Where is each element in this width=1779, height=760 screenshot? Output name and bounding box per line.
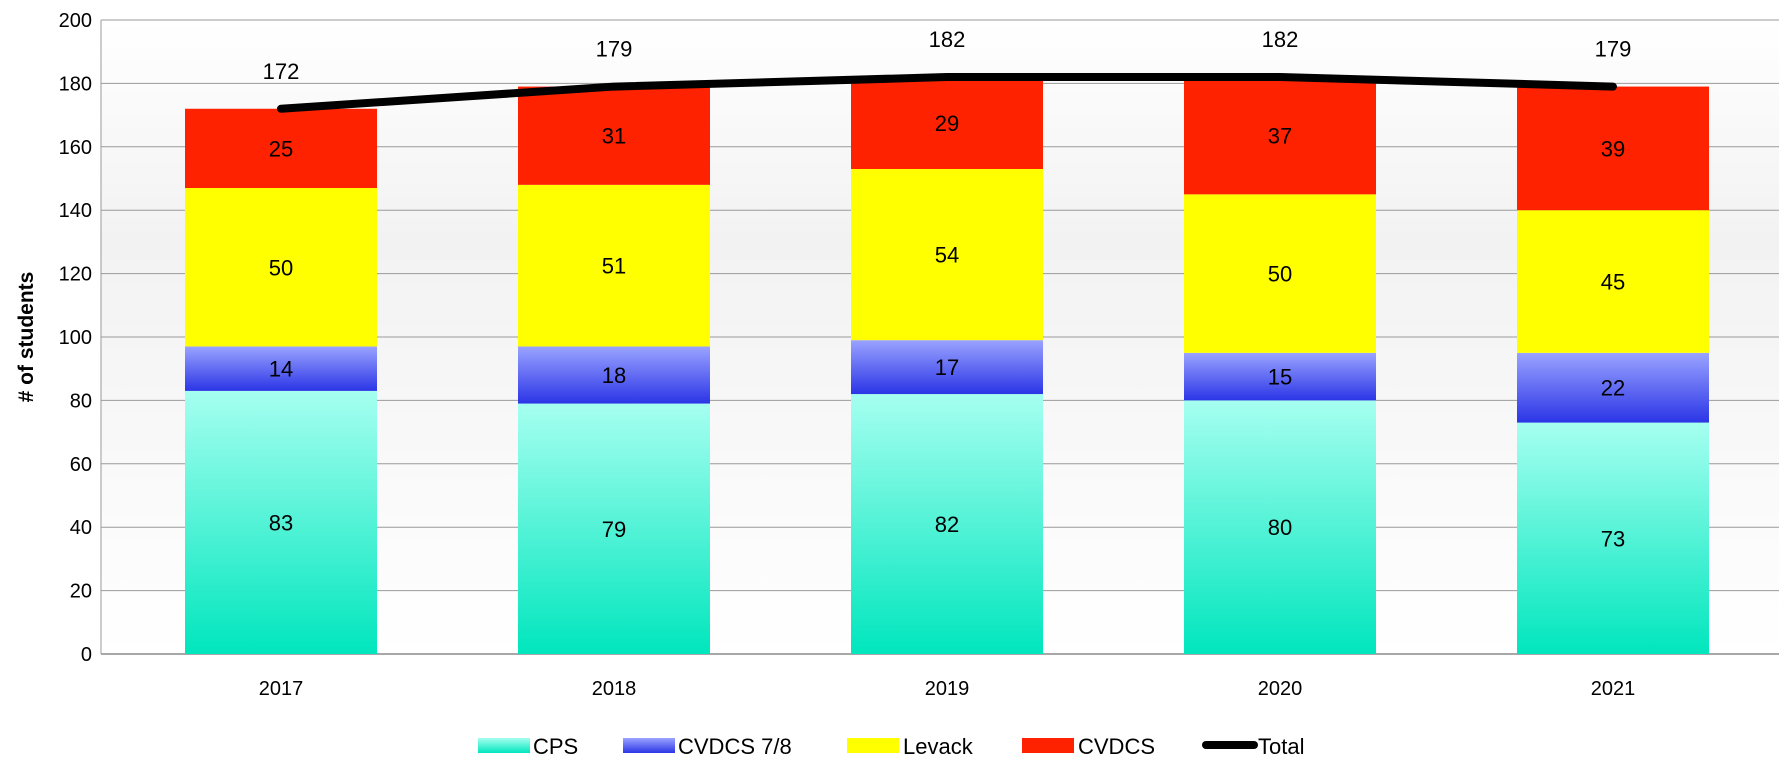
bar-segment-cvdcs [185,108,377,189]
bars [185,77,1709,654]
segment-label: 31 [602,124,626,149]
total-line [277,73,1617,113]
bar-segment-cps [518,403,710,654]
segment-label: 73 [1601,526,1625,551]
bar-segment-levack [1517,210,1709,353]
bar-segment-cvdcs [1184,77,1376,195]
bar-segment-levack [518,184,710,347]
segment-label: 50 [1268,262,1292,287]
total-label: 172 [263,59,300,84]
legend-swatch [623,738,675,753]
bar-segment-cvdcs [518,86,710,185]
bar-segment-cps [851,394,1043,654]
segment-label: 25 [269,136,293,161]
legend-swatch [1022,738,1074,753]
y-tick-label: 0 [81,644,92,666]
segment-label: 14 [269,357,293,382]
y-tick-label: 180 [59,73,92,95]
segment-label: 82 [935,512,959,537]
bar-segment-levack [1184,194,1376,353]
segment-label: 22 [1601,376,1625,401]
bar-segment-cvdcs-7-8 [518,346,710,404]
bar-segment-levack [851,168,1043,341]
y-tick-label: 140 [59,200,92,222]
legend-swatch [478,738,530,753]
segment-labels: 83 14 50 25 79 18 51 31 82 17 54 29 80 15 50 37 73 22 45 39 [269,111,1625,551]
bar-segment-cvdcs-7-8 [1184,352,1376,401]
x-tick-label: 2021 [1591,678,1636,700]
x-tick-label: 2017 [259,678,304,700]
y-tick-label: 120 [59,264,92,286]
y-tick-label: 20 [70,581,92,603]
segment-label: 83 [269,510,293,535]
y-tick-label: 100 [59,327,92,349]
x-axis-ticks: 2017 2018 2019 2020 2021 [259,678,1636,700]
legend-label: Total [1258,734,1304,759]
segment-label: 80 [1268,515,1292,540]
segment-label: 29 [935,111,959,136]
x-tick-label: 2020 [1258,678,1303,700]
bar-segment-cps [185,390,377,654]
bar-segment-cps [1517,422,1709,654]
segment-label: 15 [1268,365,1292,390]
y-axis-ticks: 0 20 40 60 80 100 120 140 160 180 200 [59,10,92,666]
total-label: 182 [1262,27,1299,52]
bar-segment-cvdcs-7-8 [1517,352,1709,423]
y-axis-label: # of students [15,272,38,403]
bar-segment-cvdcs-7-8 [851,340,1043,395]
segment-label: 37 [1268,124,1292,149]
bar-segment-cps [1184,400,1376,654]
y-tick-label: 200 [59,10,92,32]
legend-label: Levack [903,734,974,759]
bar-segment-cvdcs-7-8 [185,346,377,391]
y-tick-label: 80 [70,390,92,412]
bar-segment-cvdcs [851,77,1043,169]
total-label: 182 [929,27,966,52]
segment-label: 51 [602,254,626,279]
total-line-group: 172 179 182 182 179 [263,27,1632,113]
bar-segment-levack [185,188,377,347]
legend-label: CVDCS 7/8 [678,734,792,759]
legend-swatch [847,738,899,753]
total-label: 179 [596,37,633,62]
segment-label: 79 [602,517,626,542]
total-label: 179 [1595,37,1632,62]
x-tick-label: 2019 [925,678,970,700]
segment-label: 50 [269,255,293,280]
y-tick-label: 160 [59,137,92,159]
segment-label: 39 [1601,136,1625,161]
legend-label: CPS [533,734,578,759]
bar-segment-cvdcs [1517,86,1709,211]
y-tick-label: 60 [70,454,92,476]
legend: CPS CVDCS 7/8 Levack CVDCS Total [478,734,1304,759]
segment-label: 17 [935,355,959,380]
segment-label: 54 [935,243,959,268]
segment-label: 18 [602,363,626,388]
x-tick-label: 2018 [592,678,637,700]
segment-label: 45 [1601,270,1625,295]
legend-label: CVDCS [1078,734,1155,759]
y-tick-label: 40 [70,517,92,539]
